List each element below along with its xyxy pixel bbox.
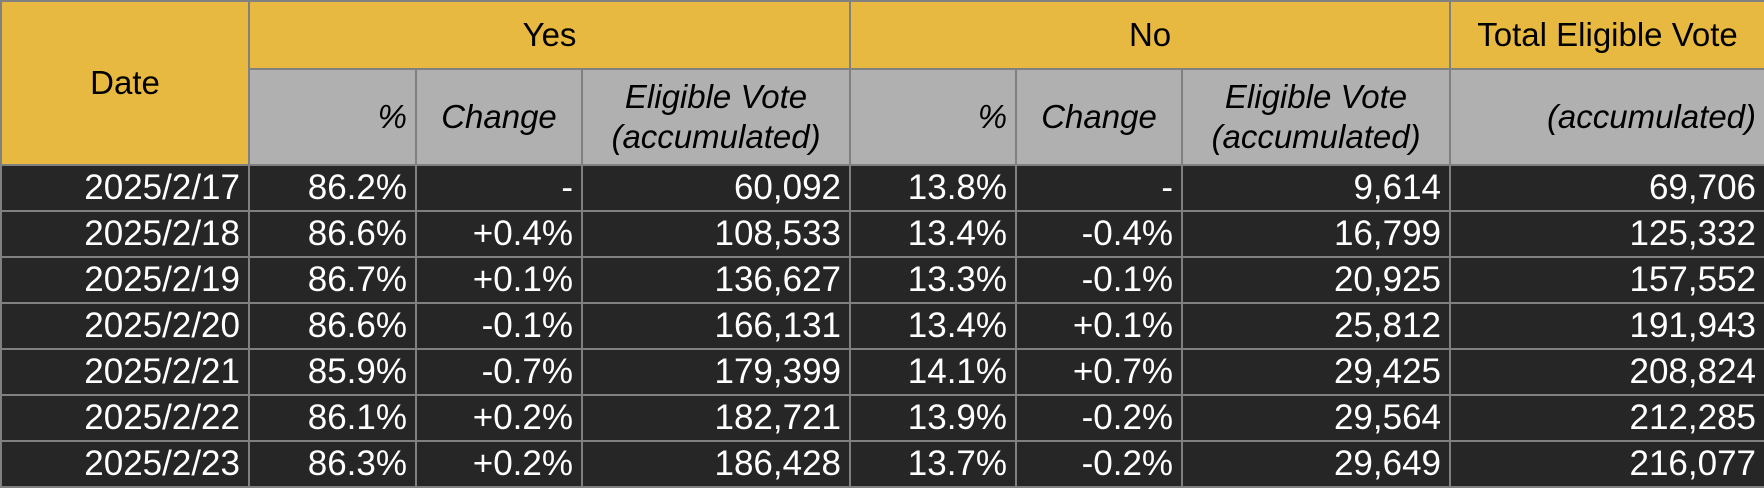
yes-pct-cell: 85.9% <box>248 348 417 396</box>
total-cell: 191,943 <box>1449 302 1764 350</box>
yes-eligible-header-line2: (accumulated) <box>611 118 821 155</box>
yes-pct-cell: 86.7% <box>248 256 417 304</box>
no-pct-header: % <box>849 68 1018 166</box>
yes-change-cell: +0.1% <box>415 256 583 304</box>
no-change-cell: +0.1% <box>1015 302 1184 350</box>
yes-votes-cell: 136,627 <box>580 256 852 304</box>
no-votes-cell: 29,564 <box>1181 394 1452 442</box>
date-header: Date <box>0 0 250 166</box>
no-group-header: No <box>849 0 1452 70</box>
table-row: 2025/2/23 86.3% +0.2% 186,428 13.7% -0.2% 29,6… <box>0 440 1764 488</box>
yes-eligible-header-line1: Eligible Vote <box>624 78 808 115</box>
no-pct-cell: 13.7% <box>849 440 1018 488</box>
date-cell: 2025/2/21 <box>0 348 250 396</box>
no-pct-cell: 13.4% <box>849 302 1018 350</box>
no-pct-cell: 13.8% <box>849 164 1018 212</box>
yes-votes-cell: 108,533 <box>580 210 852 258</box>
no-eligible-header-line1: Eligible Vote <box>1224 78 1408 115</box>
no-votes-cell: 16,799 <box>1181 210 1452 258</box>
yes-votes-cell: 60,092 <box>580 164 852 212</box>
total-sub-header: (accumulated) <box>1449 68 1764 166</box>
total-cell: 208,824 <box>1449 348 1764 396</box>
yes-pct-cell: 86.2% <box>248 164 417 212</box>
no-change-cell: -0.2% <box>1015 440 1184 488</box>
date-cell: 2025/2/20 <box>0 302 250 350</box>
table-row: 2025/2/19 86.7% +0.1% 136,627 13.3% -0.1% 20,9… <box>0 256 1764 304</box>
yes-change-cell: +0.2% <box>415 394 583 442</box>
yes-pct-cell: 86.6% <box>248 302 417 350</box>
no-pct-cell: 14.1% <box>849 348 1018 396</box>
yes-votes-cell: 179,399 <box>580 348 852 396</box>
no-pct-cell: 13.3% <box>849 256 1018 304</box>
total-cell: 212,285 <box>1449 394 1764 442</box>
column-header-row: % Change Eligible Vote (accumulated) % C… <box>1 68 1764 166</box>
no-votes-cell: 29,649 <box>1181 440 1452 488</box>
no-change-cell: -0.1% <box>1015 256 1184 304</box>
yes-change-cell: - <box>415 164 583 212</box>
table-body: 2025/2/17 86.2% -60,092 13.8% -9,614 69,706 20… <box>0 164 1764 488</box>
date-cell: 2025/2/19 <box>0 256 250 304</box>
no-change-cell: +0.7% <box>1015 348 1184 396</box>
no-pct-cell: 13.9% <box>849 394 1018 442</box>
date-cell: 2025/2/22 <box>0 394 250 442</box>
total-group-header: Total Eligible Vote <box>1449 0 1764 70</box>
yes-pct-cell: 86.6% <box>248 210 417 258</box>
total-cell: 157,552 <box>1449 256 1764 304</box>
yes-change-header: Change <box>415 68 583 166</box>
yes-pct-cell: 86.3% <box>248 440 417 488</box>
table-row: 2025/2/18 86.6% +0.4% 108,533 13.4% -0.4% 16,7… <box>0 210 1764 258</box>
no-votes-cell: 25,812 <box>1181 302 1452 350</box>
no-change-cell: -0.2% <box>1015 394 1184 442</box>
no-eligible-header: Eligible Vote (accumulated) <box>1181 68 1452 166</box>
group-header-row: Date Yes No Total Eligible Vote <box>0 0 1764 166</box>
yes-votes-cell: 186,428 <box>580 440 852 488</box>
yes-pct-header: % <box>248 68 417 166</box>
total-cell: 216,077 <box>1449 440 1764 488</box>
yes-change-cell: +0.2% <box>415 440 583 488</box>
no-votes-cell: 9,614 <box>1181 164 1452 212</box>
table-row: 2025/2/17 86.2% -60,092 13.8% -9,614 69,706 <box>0 164 1764 212</box>
table-row: 2025/2/21 85.9% -0.7% 179,399 14.1% +0.7% 29,4… <box>0 348 1764 396</box>
total-cell: 125,332 <box>1449 210 1764 258</box>
yes-change-cell: -0.1% <box>415 302 583 350</box>
date-cell: 2025/2/18 <box>0 210 250 258</box>
no-change-cell: -0.4% <box>1015 210 1184 258</box>
no-votes-cell: 20,925 <box>1181 256 1452 304</box>
no-change-header: Change <box>1015 68 1184 166</box>
yes-pct-cell: 86.1% <box>248 394 417 442</box>
no-eligible-header-line2: (accumulated) <box>1211 118 1421 155</box>
yes-votes-cell: 166,131 <box>580 302 852 350</box>
date-cell: 2025/2/23 <box>0 440 250 488</box>
yes-change-cell: +0.4% <box>415 210 583 258</box>
no-votes-cell: 29,425 <box>1181 348 1452 396</box>
total-cell: 69,706 <box>1449 164 1764 212</box>
yes-votes-cell: 182,721 <box>580 394 852 442</box>
no-pct-cell: 13.4% <box>849 210 1018 258</box>
table-row: 2025/2/22 86.1% +0.2% 182,721 13.9% -0.2% 29,5… <box>0 394 1764 442</box>
no-change-cell: - <box>1015 164 1184 212</box>
yes-group-header: Yes <box>247 0 852 70</box>
date-cell: 2025/2/17 <box>0 164 250 212</box>
yes-eligible-header: Eligible Vote (accumulated) <box>580 68 852 166</box>
table-row: 2025/2/20 86.6% -0.1% 166,131 13.4% +0.1% 25,8… <box>0 302 1764 350</box>
yes-change-cell: -0.7% <box>415 348 583 396</box>
